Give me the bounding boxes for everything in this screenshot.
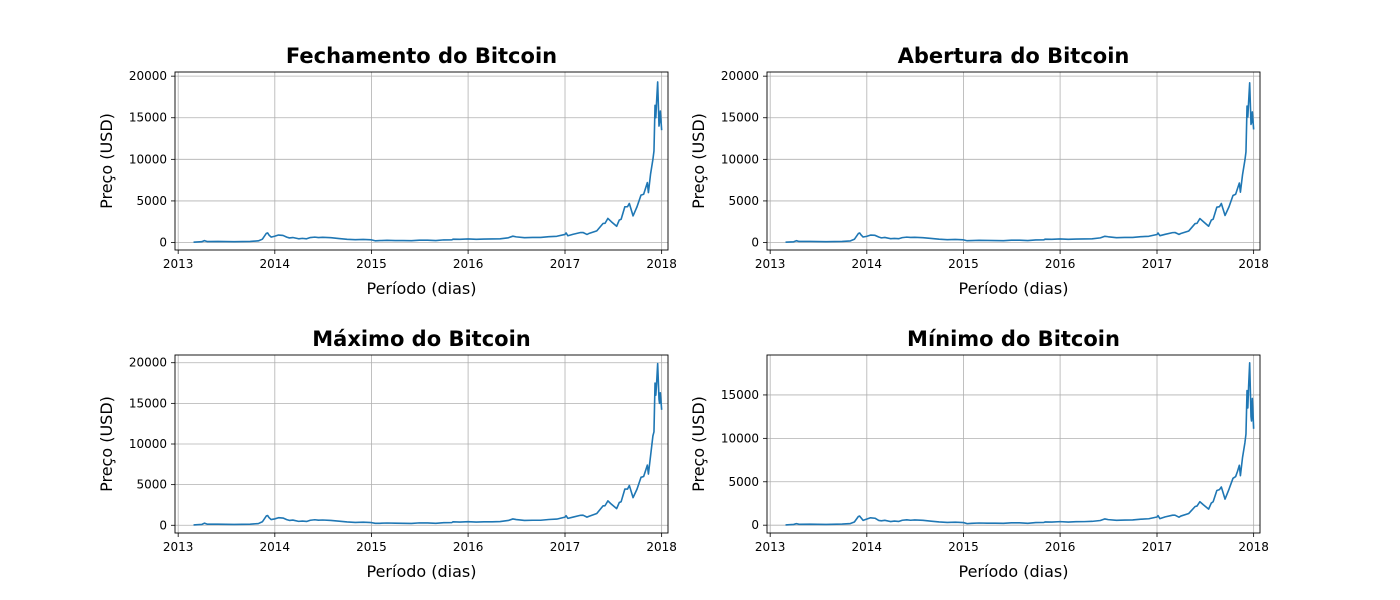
y-axis-label: Preço (USD)	[97, 396, 116, 492]
x-axis-label: Período (dias)	[367, 562, 477, 581]
axes-frame	[174, 354, 669, 534]
y-tick-label: 10000	[721, 431, 759, 445]
x-tick-label: 2013	[163, 540, 194, 554]
x-tick-label: 2017	[1142, 540, 1173, 554]
y-tick-label: 20000	[129, 69, 167, 83]
y-tick-label: 15000	[129, 396, 167, 410]
x-tick-label: 2018	[1238, 540, 1269, 554]
x-tick-label: 2013	[163, 257, 194, 271]
y-tick-label: 0	[159, 236, 167, 250]
x-tick-label: 2013	[755, 257, 786, 271]
axes-frame	[766, 71, 1261, 251]
price-series-line	[785, 362, 1255, 526]
y-tick-label: 15000	[721, 388, 759, 402]
x-tick-label: 2015	[356, 540, 387, 554]
y-tick-label: 10000	[129, 437, 167, 451]
x-tick-label: 2016	[453, 257, 484, 271]
chart-title: Máximo do Bitcoin	[312, 327, 530, 351]
y-tick-label: 0	[159, 518, 167, 532]
x-axis-label: Período (dias)	[959, 562, 1069, 581]
subplot-1: 2013 2014 2015 2016 2017 2018 0 5000 10000 15000 2…	[97, 44, 677, 298]
y-tick-label: 0	[751, 236, 759, 250]
x-tick-label: 2015	[948, 257, 979, 271]
x-axis-label: Período (dias)	[367, 279, 477, 298]
y-tick-label: 5000	[728, 475, 759, 489]
y-tick-label: 10000	[129, 152, 167, 166]
x-tick-label: 2014	[260, 257, 291, 271]
y-tick-label: 15000	[129, 111, 167, 125]
x-tick-label: 2016	[453, 540, 484, 554]
x-tick-label: 2014	[852, 540, 883, 554]
x-tick-label: 2016	[1045, 257, 1076, 271]
x-tick-label: 2018	[646, 257, 677, 271]
x-tick-label: 2016	[1045, 540, 1076, 554]
x-tick-label: 2018	[1238, 257, 1269, 271]
subplot-3: 2013 2014 2015 2016 2017 2018 0 5000 10000 15000 2…	[97, 327, 677, 581]
x-tick-label: 2014	[852, 257, 883, 271]
y-tick-label: 15000	[721, 111, 759, 125]
price-series-line	[193, 362, 663, 526]
x-tick-label: 2015	[948, 540, 979, 554]
y-axis-label: Preço (USD)	[97, 113, 116, 209]
y-tick-label: 5000	[136, 194, 167, 208]
y-tick-label: 20000	[721, 69, 759, 83]
chart-title: Mínimo do Bitcoin	[907, 327, 1120, 351]
price-series-line	[785, 82, 1255, 244]
x-axis-label: Período (dias)	[959, 279, 1069, 298]
y-axis-label: Preço (USD)	[689, 396, 708, 492]
x-tick-label: 2014	[260, 540, 291, 554]
x-tick-label: 2017	[550, 540, 581, 554]
subplot-2: 2013 2014 2015 2016 2017 2018 0 5000 10000 15000 2…	[689, 44, 1269, 298]
y-tick-label: 10000	[721, 152, 759, 166]
x-tick-label: 2017	[550, 257, 581, 271]
chart-title: Fechamento do Bitcoin	[286, 44, 557, 68]
subplot-4: 2013 2014 2015 2016 2017 2018 0 5000 10000 15000 M…	[689, 327, 1269, 581]
y-tick-label: 5000	[728, 194, 759, 208]
axes-frame	[766, 354, 1261, 534]
x-tick-label: 2013	[755, 540, 786, 554]
y-tick-label: 0	[751, 518, 759, 532]
axes-frame	[174, 71, 669, 251]
x-tick-label: 2018	[646, 540, 677, 554]
y-axis-label: Preço (USD)	[689, 113, 708, 209]
x-tick-label: 2015	[356, 257, 387, 271]
y-tick-label: 5000	[136, 478, 167, 492]
x-tick-label: 2017	[1142, 257, 1173, 271]
price-series-line	[193, 81, 663, 244]
chart-title: Abertura do Bitcoin	[898, 44, 1130, 68]
y-tick-label: 20000	[129, 356, 167, 370]
